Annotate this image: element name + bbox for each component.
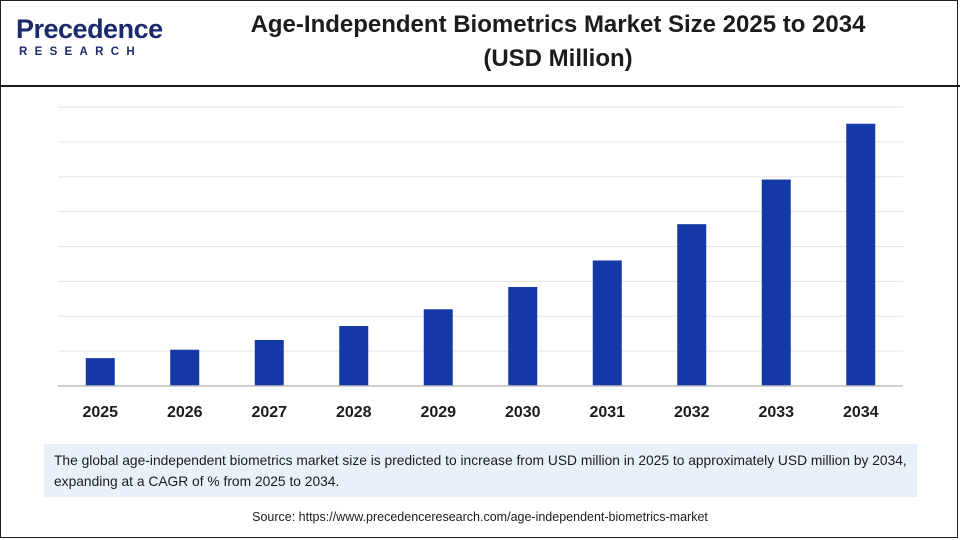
bar-2034 <box>846 123 876 387</box>
chart-title-line1: Age-Independent Biometrics Market Size 2… <box>250 11 866 38</box>
x-axis-tick-labels: 2025 2026 2027 2028 2029 2030 2031 2032 2033 2034 <box>82 404 878 421</box>
x-tick-label-2030: 2030 <box>505 404 541 421</box>
x-tick-label-2033: 2033 <box>758 404 794 421</box>
x-tick-label-2029: 2029 <box>420 404 456 421</box>
bar-2027 <box>254 339 284 386</box>
source-citation: Source: https://www.precedenceresearch.c… <box>252 510 708 524</box>
bar-2025 <box>85 358 115 386</box>
x-tick-label-2034: 2034 <box>843 404 879 421</box>
x-tick-label-2026: 2026 <box>167 404 203 421</box>
bar-2032 <box>677 224 707 386</box>
bar-2029 <box>423 309 453 386</box>
bar-2031 <box>592 260 622 386</box>
bar-2033 <box>761 179 791 386</box>
chart-title-line2: (USD Million) <box>483 45 633 72</box>
x-tick-label-2028: 2028 <box>336 404 372 421</box>
bar-2028 <box>339 326 369 386</box>
precedence-research-logo: Precedence RESEARCH <box>16 14 166 64</box>
chart-title: Age-Independent Biometrics Market Size 2… <box>190 8 926 76</box>
logo-subtext: RESEARCH <box>19 46 142 58</box>
x-tick-label-2032: 2032 <box>674 404 710 421</box>
bar-2030 <box>508 286 538 386</box>
x-tick-label-2027: 2027 <box>251 404 287 421</box>
bar-chart: 2025 2026 2027 2028 2029 2030 2031 2032 2033 2034 <box>58 106 903 421</box>
header-divider <box>0 85 960 87</box>
x-tick-label-2031: 2031 <box>589 404 625 421</box>
logo-wordmark: Precedence <box>16 14 163 44</box>
header: Precedence RESEARCH Age-Independent Biom… <box>0 0 960 86</box>
market-summary: The global age-independent biometrics ma… <box>44 444 917 497</box>
bar-2026 <box>170 349 200 386</box>
chart-bars <box>85 123 876 387</box>
x-tick-label-2025: 2025 <box>82 404 118 421</box>
